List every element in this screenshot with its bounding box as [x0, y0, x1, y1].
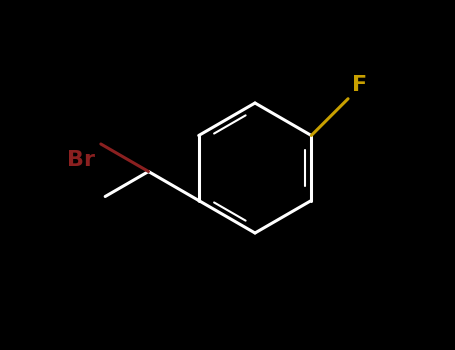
- Text: F: F: [352, 75, 367, 95]
- Text: Br: Br: [67, 150, 95, 170]
